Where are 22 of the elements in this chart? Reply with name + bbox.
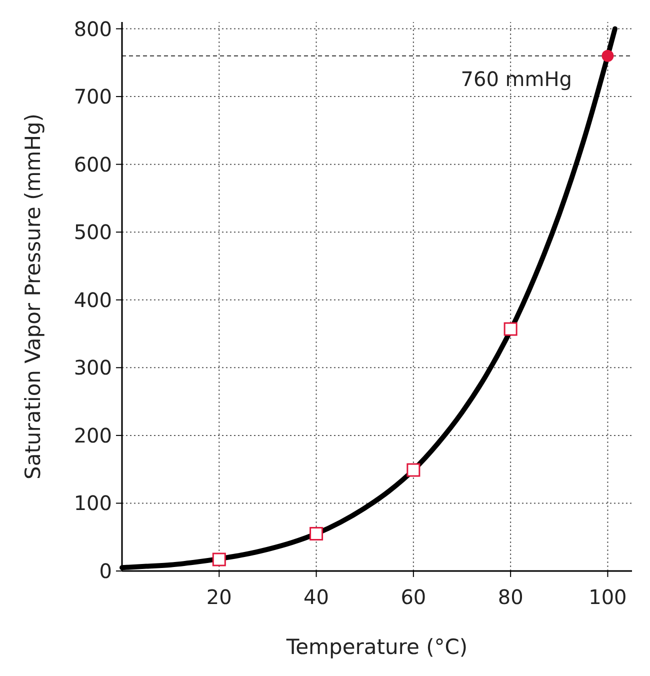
- y-tick-label: 500: [74, 220, 112, 244]
- ref-line-label: 760 mmHg: [460, 66, 572, 91]
- point: [310, 526, 324, 540]
- y-tick-label: 700: [74, 84, 112, 109]
- x-axis-title: Temperature (°C): [285, 635, 468, 659]
- point: [406, 463, 420, 477]
- x-tick-label: 80: [498, 585, 524, 609]
- y-tick-label: 800: [74, 16, 112, 41]
- x-tick-label: 40: [304, 585, 330, 609]
- y-tick-label: 300: [74, 356, 112, 380]
- y-tick-label: 100: [74, 491, 112, 516]
- point: [602, 50, 614, 62]
- x-tick-label: 100: [588, 585, 627, 609]
- y-tick-label: 400: [74, 288, 112, 312]
- y-tick-label: 0: [99, 559, 112, 583]
- x-tick-label: 20: [206, 585, 232, 609]
- y-tick-label: 600: [74, 152, 112, 176]
- x-tick-label: 60: [400, 585, 426, 609]
- point: [504, 322, 518, 336]
- y-tick-label: 200: [74, 423, 112, 448]
- point: [212, 552, 226, 566]
- y-axis-title: Saturation Vapor Pressure (mmHg): [21, 113, 45, 480]
